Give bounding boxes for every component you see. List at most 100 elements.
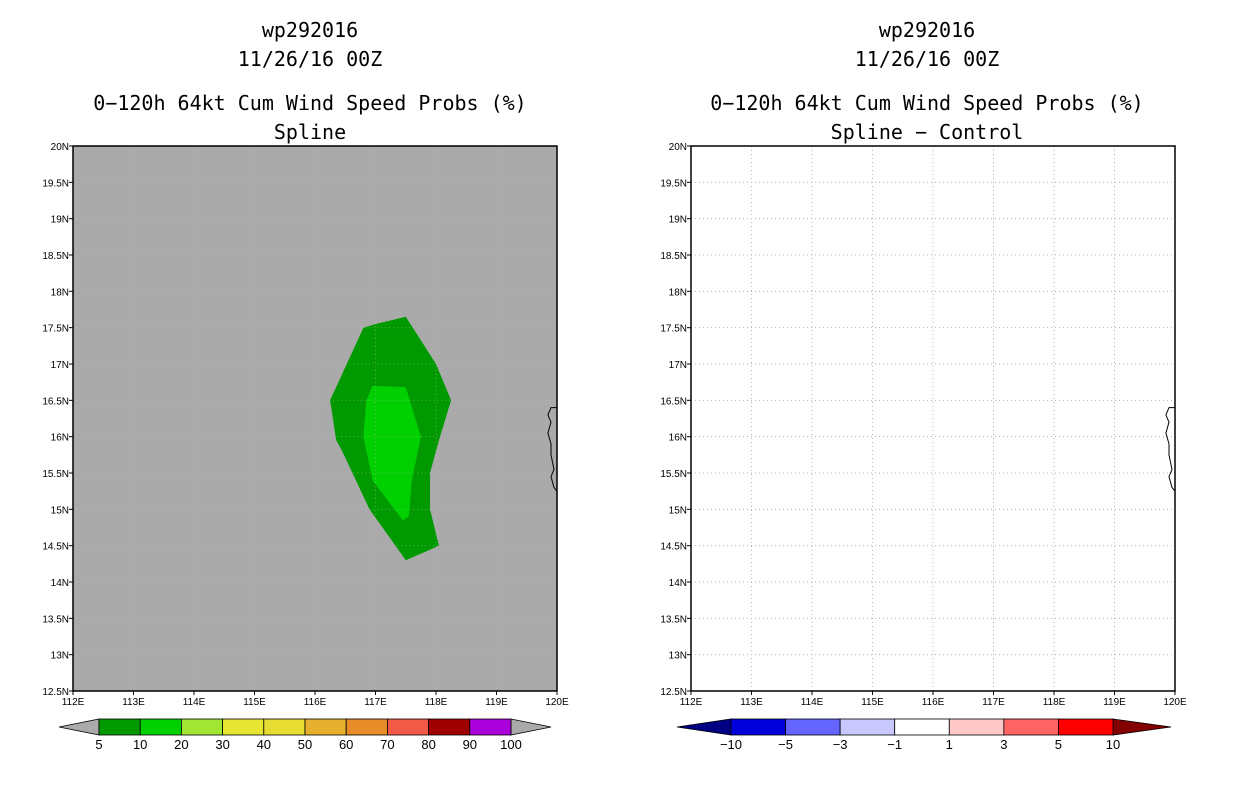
colorbar-label: 40 xyxy=(257,737,271,752)
y-tick-label: 18.5N xyxy=(660,251,687,262)
y-tick-label: 20N xyxy=(669,142,687,153)
colorbar-swatch xyxy=(222,718,265,736)
y-tick-label: 19.5N xyxy=(42,178,69,189)
colorbar-label: 80 xyxy=(421,737,435,752)
chart-storm-id: wp292016 xyxy=(262,18,358,42)
colorbar-swatch xyxy=(948,718,1005,736)
y-tick-label: 16.5N xyxy=(42,396,69,407)
x-tick-label: 116E xyxy=(304,697,327,708)
y-tick-label: 14N xyxy=(669,578,687,589)
y-tick-label: 19N xyxy=(669,215,687,226)
x-tick-label: 119E xyxy=(1103,697,1126,708)
y-tick-label: 17.5N xyxy=(660,324,687,335)
coastline xyxy=(1165,407,1176,492)
colorbar-swatch xyxy=(428,718,471,736)
x-tick-label: 115E xyxy=(861,697,884,708)
colorbar-label: 10 xyxy=(133,737,147,752)
y-tick-label: 19N xyxy=(51,215,69,226)
colorbar-end-left xyxy=(676,718,732,736)
y-tick-label: 20N xyxy=(51,142,69,153)
y-tick-label: 18N xyxy=(51,287,69,298)
colorbar-swatch xyxy=(139,718,182,736)
colorbar-label: 30 xyxy=(215,737,229,752)
y-tick-label: 18N xyxy=(669,287,687,298)
chart-panel-1: wp292016 11/26/16 00Z 0−120h 64kt Cum Wind… xyxy=(42,18,569,752)
colorbar-swatch xyxy=(386,718,429,736)
x-tick-label: 119E xyxy=(485,697,508,708)
y-tick-label: 14.5N xyxy=(660,542,687,553)
y-tick-label: 15.5N xyxy=(42,469,69,480)
plot-area xyxy=(73,146,557,691)
chart-panel-2: wp292016 11/26/16 00Z 0−120h 64kt Cum Wind… xyxy=(660,18,1187,752)
coastline xyxy=(547,407,558,492)
x-tick-label: 117E xyxy=(982,697,1005,708)
colorbar-label: 90 xyxy=(463,737,477,752)
colorbar-swatch xyxy=(469,718,512,736)
colorbar-label: 50 xyxy=(298,737,312,752)
x-tick-label: 118E xyxy=(1043,697,1066,708)
chart-title: 0−120h 64kt Cum Wind Speed Probs (%) xyxy=(710,91,1143,115)
y-tick-label: 15N xyxy=(669,505,687,516)
x-tick-label: 116E xyxy=(922,697,945,708)
colorbar-label: 5 xyxy=(95,737,102,752)
colorbar-swatch xyxy=(1058,718,1114,736)
y-tick-label: 15.5N xyxy=(660,469,687,480)
contour-10-20 xyxy=(363,385,421,521)
y-tick-label: 12.5N xyxy=(42,687,69,698)
colorbar-swatch xyxy=(345,718,388,736)
colorbar-label: 70 xyxy=(380,737,394,752)
x-tick-label: 112E xyxy=(62,697,85,708)
y-tick-label: 14.5N xyxy=(42,542,69,553)
x-tick-label: 118E xyxy=(425,697,448,708)
chart-subtitle: Spline − Control xyxy=(831,120,1024,144)
chart-datetime: 11/26/16 00Z xyxy=(855,47,1000,71)
colorbar-swatch xyxy=(730,718,786,736)
colorbar-label: 60 xyxy=(339,737,353,752)
y-tick-label: 13.5N xyxy=(42,614,69,625)
colorbar-label: 100 xyxy=(500,737,522,752)
x-tick-label: 112E xyxy=(680,697,703,708)
colorbar-end-left xyxy=(58,718,100,736)
y-tick-label: 13N xyxy=(51,651,69,662)
colorbar-end-right xyxy=(1112,718,1172,736)
y-tick-label: 16N xyxy=(51,433,69,444)
y-tick-label: 16.5N xyxy=(660,396,687,407)
x-tick-label: 120E xyxy=(1163,697,1187,708)
x-tick-label: 117E xyxy=(364,697,387,708)
x-tick-label: 114E xyxy=(183,697,206,708)
x-tick-label: 120E xyxy=(545,697,569,708)
colorbar-label: 10 xyxy=(1106,737,1120,752)
colorbar-end-right xyxy=(510,718,552,736)
colorbar-swatch xyxy=(304,718,347,736)
colorbar-label: 1 xyxy=(946,737,953,752)
colorbar-label: −10 xyxy=(720,737,742,752)
x-tick-label: 115E xyxy=(243,697,266,708)
colorbar-swatch xyxy=(98,718,141,736)
colorbar-label: 3 xyxy=(1000,737,1007,752)
x-tick-label: 113E xyxy=(122,697,145,708)
y-tick-label: 13N xyxy=(669,651,687,662)
colorbar-swatch xyxy=(894,718,950,736)
colorbar-swatch xyxy=(180,718,223,736)
x-tick-label: 113E xyxy=(740,697,763,708)
y-tick-label: 12.5N xyxy=(660,687,687,698)
y-tick-label: 17N xyxy=(669,360,687,371)
colorbar-label: −3 xyxy=(833,737,848,752)
x-tick-label: 114E xyxy=(801,697,824,708)
y-tick-label: 15N xyxy=(51,505,69,516)
y-tick-label: 17N xyxy=(51,360,69,371)
chart-title: 0−120h 64kt Cum Wind Speed Probs (%) xyxy=(93,91,526,115)
chart-storm-id: wp292016 xyxy=(879,18,975,42)
colorbar-swatch xyxy=(785,718,841,736)
colorbar-swatch xyxy=(1003,718,1059,736)
y-tick-label: 18.5N xyxy=(42,251,69,262)
colorbar-label: −5 xyxy=(778,737,793,752)
y-tick-label: 19.5N xyxy=(660,178,687,189)
colorbar-swatch xyxy=(839,718,896,736)
y-tick-label: 14N xyxy=(51,578,69,589)
y-tick-label: 13.5N xyxy=(660,614,687,625)
chart-subtitle: Spline xyxy=(274,120,346,144)
y-tick-label: 16N xyxy=(669,433,687,444)
y-tick-label: 17.5N xyxy=(42,324,69,335)
